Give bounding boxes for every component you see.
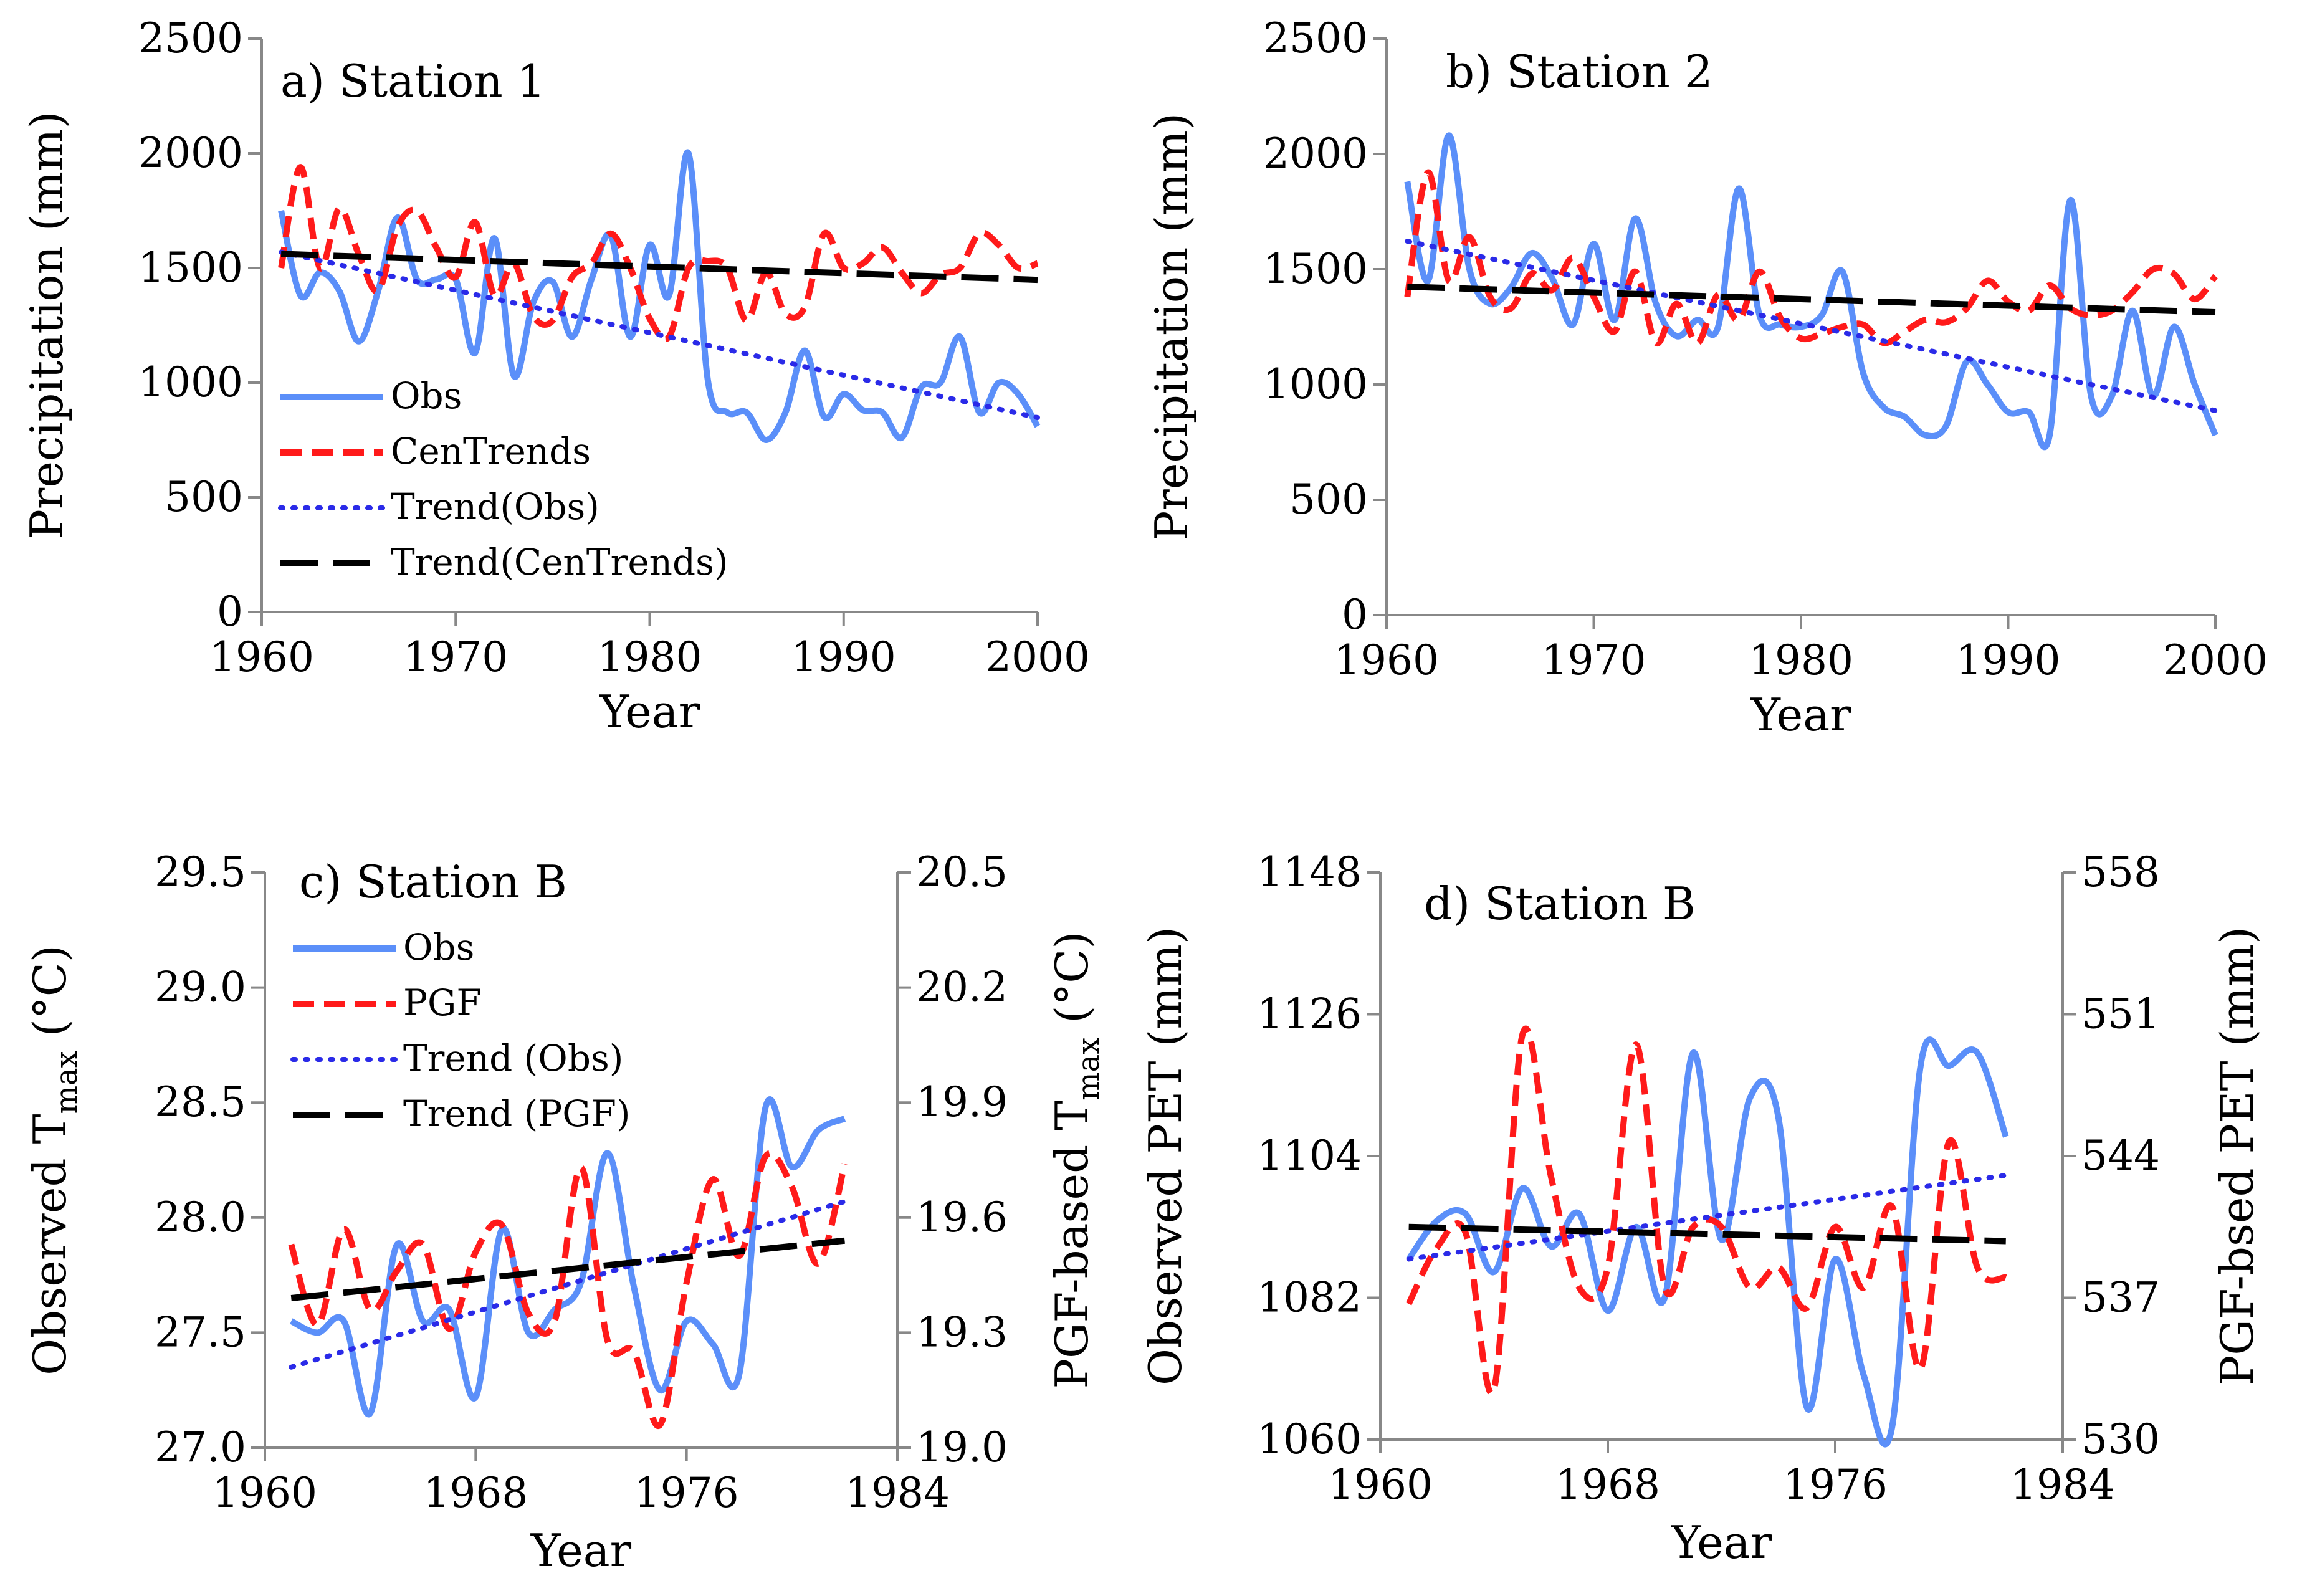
x-axis-label: Year: [530, 1524, 632, 1577]
legend-label: Trend(CenTrends): [391, 541, 728, 583]
legend-label: Obs: [403, 926, 474, 968]
y-tick-label: 1060: [1257, 1415, 1362, 1463]
series-line-trend-obs: [279, 249, 1040, 421]
y-tick-label: 1082: [1257, 1274, 1362, 1322]
y-tick-label: 2500: [1263, 14, 1368, 62]
y2-tick-label: 537: [2081, 1274, 2160, 1322]
x-tick-label: 1990: [1956, 636, 2061, 684]
series-line-centrends: [278, 164, 1039, 343]
series-line-trend-obs: [1406, 1173, 2008, 1262]
x-axis-label: Year: [599, 686, 700, 738]
y2-tick-label: 530: [2081, 1415, 2160, 1463]
legend-label: Trend (PGF): [403, 1092, 631, 1135]
y-tick-label: 1148: [1257, 848, 1362, 896]
y-tick-label: 29.5: [155, 848, 246, 896]
legend-label: Obs: [391, 375, 462, 417]
series-line-obs: [278, 149, 1041, 443]
panel-title: c) Station B: [299, 856, 567, 908]
y2-tick-label: 19.9: [916, 1078, 1008, 1126]
y2-tick-label: 20.5: [916, 848, 1008, 896]
x-tick-label: 1968: [1555, 1461, 1660, 1509]
series-line-trend-pgf: [1408, 1223, 2006, 1245]
x-tick-label: 1990: [791, 633, 896, 681]
x-tick-label: 1960: [1334, 636, 1439, 684]
legend-label: Trend(Obs): [391, 485, 599, 528]
y2-tick-label: 544: [2081, 1132, 2160, 1180]
y2-tick-label: 558: [2081, 848, 2160, 896]
y-axis-label: Observed PET (mm): [1139, 927, 1192, 1385]
x-tick-label: 1980: [1749, 636, 1853, 684]
y-axis-label: Observed Tmax (°C): [24, 945, 84, 1375]
series-line-trend-obs: [289, 1198, 848, 1370]
y2-tick-label: 19.3: [916, 1308, 1008, 1356]
y-tick-label: 1126: [1257, 990, 1362, 1038]
x-tick-label: 1960: [209, 633, 314, 681]
x-axis-label: Year: [1750, 689, 1851, 741]
x-tick-label: 2000: [985, 633, 1090, 681]
y-tick-label: 0: [217, 588, 243, 636]
y-tick-label: 1500: [138, 244, 243, 292]
y-tick-label: 27.0: [155, 1423, 246, 1471]
panel-b-station-2: 0 500 1000 1500 2000 2500 1960 1970 1980 1990 2000…: [1145, 14, 2268, 741]
y-tick-label: 2000: [1263, 130, 1368, 178]
x-tick-label: 1960: [1328, 1461, 1433, 1509]
y-axis-label: Precipitation (mm): [21, 111, 73, 539]
series-line-pgf: [288, 1150, 848, 1430]
legend-label: Trend (Obs): [403, 1037, 623, 1079]
y2-axis-label: PGF-bsed PET (mm): [2211, 927, 2263, 1385]
x-tick-label: 1960: [213, 1469, 317, 1517]
y2-tick-label: 20.2: [916, 963, 1008, 1011]
x-axis-label: Year: [1671, 1516, 1772, 1569]
y-tick-label: 2500: [138, 14, 243, 62]
series-line-centrends: [1404, 169, 2218, 346]
y-tick-label: 0: [1342, 591, 1368, 639]
series-line-obs: [1404, 132, 2218, 451]
y-tick-label: 1500: [1263, 245, 1368, 293]
panel-c-station-b-tmax: 27.0 27.5 28.0 28.5 29.0 29.5 19.0 19.3 19.6 19.9…: [24, 848, 1106, 1577]
series-line-trend-pgf: [290, 1237, 845, 1301]
series-line-trend-centrends: [1407, 284, 2216, 316]
y2-tick-label: 19.6: [916, 1193, 1008, 1241]
y-tick-label: 1104: [1257, 1132, 1362, 1180]
panel-title: b) Station 2: [1446, 45, 1713, 98]
x-tick-label: 1968: [423, 1469, 528, 1517]
series-line-trend-centrends: [280, 251, 1038, 284]
x-tick-label: 1970: [1542, 636, 1646, 684]
y2-tick-label: 551: [2081, 990, 2160, 1038]
x-tick-label: 1984: [845, 1469, 950, 1517]
series-line-trend-obs: [1405, 239, 2218, 413]
series-line-pgf: [1406, 1025, 2007, 1397]
panel-title: d) Station B: [1424, 877, 1696, 930]
y-tick-label: 500: [165, 473, 243, 521]
y-tick-label: 1000: [1263, 360, 1368, 408]
y2-tick-label: 19.0: [916, 1423, 1008, 1471]
series-line-obs: [290, 1096, 846, 1418]
y2-axis-label: PGF-based Tmax (°C): [1046, 932, 1106, 1389]
y-axis-label: Precipitation (mm): [1145, 113, 1198, 541]
y-tick-label: 28.5: [155, 1078, 246, 1126]
panel-d-station-b-pet: 1060 1082 1104 1126 1148 530 537 544 551 558 1960 1…: [1139, 848, 2263, 1569]
legend-label: PGF: [403, 982, 482, 1024]
panel-title: a) Station 1: [280, 55, 545, 107]
x-tick-label: 1980: [598, 633, 702, 681]
y-tick-label: 27.5: [155, 1308, 246, 1356]
y-tick-label: 28.0: [155, 1193, 246, 1241]
panel-a-station-1: 0 500 1000 1500 2000 2500 1960 1970 1980 1990 2000…: [21, 14, 1090, 738]
x-tick-label: 1984: [2010, 1461, 2115, 1509]
y-tick-label: 29.0: [155, 963, 246, 1011]
x-tick-label: 1970: [403, 633, 508, 681]
y-tick-label: 500: [1289, 475, 1368, 523]
legend-label: CenTrends: [391, 430, 591, 472]
x-tick-label: 1976: [634, 1469, 739, 1517]
x-tick-label: 2000: [2163, 636, 2268, 684]
y-tick-label: 1000: [138, 358, 243, 406]
x-tick-label: 1976: [1783, 1461, 1888, 1509]
y-tick-label: 2000: [138, 129, 243, 177]
